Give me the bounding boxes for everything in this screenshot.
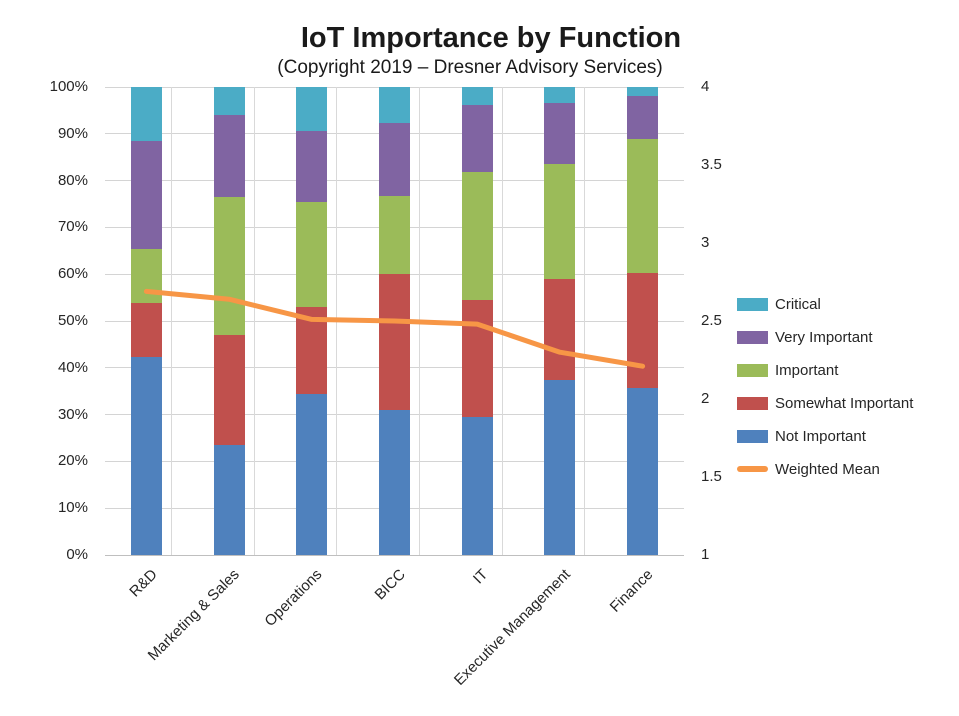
gridline-vertical (170, 87, 172, 555)
bar-segment-somewhat-important (379, 274, 410, 410)
bar-segment-not-important (461, 417, 493, 555)
legend-item-important: Important (737, 360, 913, 380)
left-axis-tick-label: 80% (57, 171, 88, 189)
left-axis-tick-label: 10% (57, 499, 88, 517)
right-axis-tick-label: 2 (701, 390, 710, 407)
bar-segment-not-important (130, 357, 162, 555)
bar-operations (296, 87, 328, 555)
left-axis-tick-label: 50% (57, 312, 88, 329)
bar-finance (627, 87, 659, 555)
left-axis-tick-label: 100% (49, 78, 88, 95)
legend-color-swatch (737, 330, 768, 344)
gridline-vertical (419, 87, 420, 555)
legend: Critical Very Important Important Somewhat … (737, 294, 913, 492)
bar-segment-somewhat-important (461, 299, 493, 418)
bar-segment-important (627, 138, 659, 273)
right-axis-tick-label: 4 (701, 78, 710, 95)
bar-segment-somewhat-important (130, 303, 162, 358)
bar-segment-very-important (379, 123, 410, 196)
bar-segment-critical (627, 87, 659, 96)
bar-segment-very-important (130, 140, 162, 249)
legend-item-somewhat-important: Somewhat Important (737, 393, 913, 413)
left-axis-tick-label: 20% (57, 452, 88, 470)
bar-segment-not-important (379, 409, 410, 555)
bar-segment-important (130, 248, 162, 304)
legend-line-swatch (737, 466, 768, 472)
right-axis-tick-label: 3.5 (701, 156, 722, 173)
bar-segment-somewhat-important (213, 335, 245, 446)
bar-segment-important (379, 195, 410, 275)
legend-label: Weighted Mean (775, 460, 880, 478)
right-axis-tick-label: 1 (701, 546, 710, 563)
gridline-horizontal (105, 86, 684, 88)
left-axis-tick-label: 60% (57, 265, 88, 283)
gridline-horizontal (105, 554, 684, 556)
chart-title: IoT Importance by Function (300, 22, 682, 54)
bar-segment-not-important (627, 387, 659, 555)
bar-segment-not-important (296, 393, 328, 555)
gridline-vertical (253, 87, 255, 555)
bar-segment-important (213, 197, 245, 336)
bar-bicc (379, 87, 410, 555)
right-axis-tick-label: 3 (701, 234, 710, 251)
legend-color-swatch (737, 396, 768, 410)
bar-segment-critical (544, 87, 576, 103)
legend-label: Not Important (775, 427, 866, 445)
bar-executive-management (544, 87, 576, 555)
gridline-vertical (501, 87, 503, 555)
bar-marketing-sales (213, 87, 245, 555)
left-axis-tick-label: 0% (66, 546, 88, 563)
bar-segment-very-important (627, 95, 659, 139)
bar-segment-somewhat-important (296, 306, 328, 394)
legend-label: Somewhat Important (775, 394, 914, 412)
left-axis-tick-label: 70% (57, 218, 88, 236)
bar-segment-important (544, 163, 576, 279)
legend-item-very-important: Very Important (737, 327, 913, 347)
bar-segment-important (461, 171, 493, 300)
bar-segment-critical (130, 87, 162, 141)
right-axis-tick-label: 1.5 (701, 468, 722, 485)
bar-segment-very-important (544, 102, 576, 164)
gridline-vertical (336, 87, 338, 555)
bar-segment-very-important (296, 131, 328, 202)
bar-segment-critical (213, 87, 245, 115)
legend-item-critical: Critical (737, 294, 913, 314)
legend-color-swatch (737, 363, 768, 377)
bar-r-d (130, 87, 162, 555)
bar-segment-very-important (461, 104, 493, 172)
legend-color-swatch (737, 429, 768, 443)
legend-label: Very Important (775, 328, 873, 346)
gridline-vertical (584, 87, 586, 555)
bar-segment-critical (296, 87, 328, 132)
right-axis-tick-label: 2.5 (701, 312, 722, 329)
left-axis-tick-label: 90% (57, 124, 88, 142)
bar-it (461, 87, 493, 555)
bar-segment-very-important (213, 114, 245, 198)
bar-segment-not-important (213, 445, 245, 555)
bar-segment-somewhat-important (544, 278, 576, 380)
legend-label: Critical (775, 295, 821, 313)
legend-label: Important (775, 361, 839, 379)
bar-segment-important (296, 201, 328, 307)
legend-item-weighted-mean: Weighted Mean (737, 459, 913, 479)
legend-color-swatch (737, 297, 768, 311)
bar-segment-critical (379, 87, 410, 124)
bar-segment-critical (461, 87, 493, 105)
chart-subtitle: (Copyright 2019 – Dresner Advisory Servi… (277, 57, 663, 78)
left-axis-tick-label: 40% (57, 358, 88, 376)
bar-segment-not-important (544, 379, 576, 555)
bar-segment-somewhat-important (627, 272, 659, 388)
left-axis-tick-label: 30% (57, 405, 88, 423)
legend-item-not-important: Not Important (737, 426, 913, 446)
